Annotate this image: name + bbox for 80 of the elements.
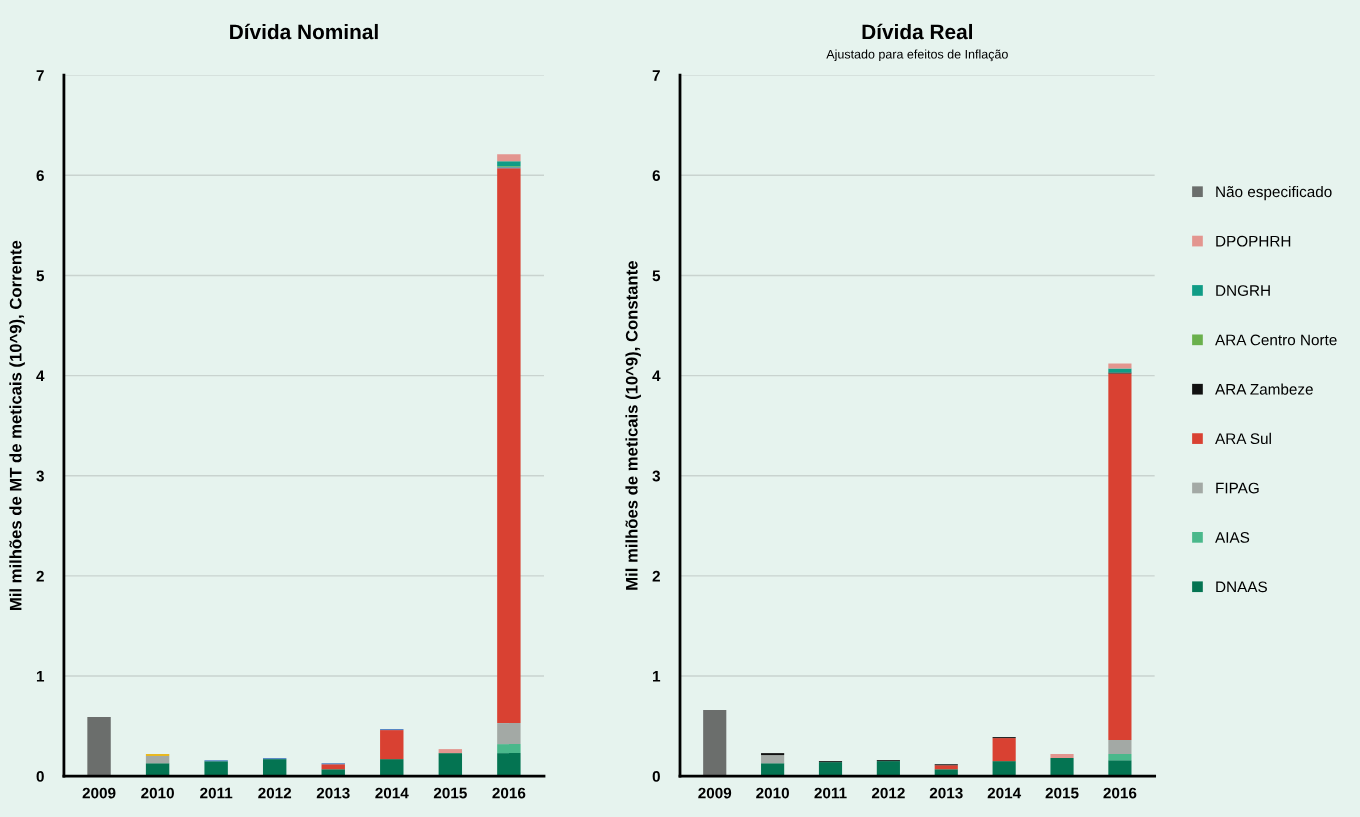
bar	[1108, 760, 1132, 777]
bar	[145, 756, 170, 764]
y-tick-label: 4	[36, 370, 45, 382]
bar	[438, 753, 463, 777]
x-tick-label: 2016	[1103, 787, 1137, 799]
y-tick-label: 5	[652, 270, 661, 282]
bar	[497, 744, 521, 754]
bar	[1050, 758, 1074, 777]
y-tick-label: 2	[652, 570, 660, 582]
bar	[1108, 373, 1132, 741]
legend-label: ARA Sul	[1215, 432, 1271, 445]
x-tick-label: 2013	[316, 787, 350, 799]
chart-subtitle: Ajustado para efeitos de Inflação	[826, 49, 1008, 62]
y-tick-label: 0	[652, 771, 660, 782]
legend-label: DPOPHRH	[1216, 235, 1291, 247]
bar	[818, 762, 843, 777]
x-tick-label: 2014	[375, 787, 409, 799]
y-tick-label: 0	[36, 771, 44, 782]
chart-title: Dívida Nominal	[230, 23, 378, 40]
y-tick-label: 1	[653, 671, 661, 682]
x-tick-label: 2009	[698, 787, 732, 799]
bar	[1108, 368, 1132, 373]
y-tick-label: 5	[36, 270, 45, 282]
legend-label: DNAAS	[1216, 581, 1267, 593]
legend-label: ARA Zambeze	[1215, 383, 1313, 395]
bar	[992, 738, 1016, 762]
bar	[761, 753, 785, 756]
x-tick-label: 2010	[756, 787, 789, 799]
bar	[1108, 363, 1132, 369]
bar	[761, 763, 785, 777]
y-tick-label: 1	[36, 671, 45, 682]
bar	[703, 710, 727, 777]
x-tick-label: 2015	[433, 787, 467, 799]
bar	[876, 761, 900, 777]
chart-title: Dívida Real	[862, 23, 973, 40]
bar	[497, 154, 521, 162]
bar	[204, 761, 228, 777]
x-tick-label: 2011	[200, 787, 233, 799]
bar	[497, 168, 521, 724]
y-tick-label: 6	[652, 170, 660, 181]
x-tick-label: 2011	[814, 787, 847, 799]
x-tick-label: 2012	[871, 787, 905, 799]
bar	[992, 761, 1016, 777]
bar	[1108, 754, 1132, 761]
x-tick-label: 2015	[1045, 787, 1079, 799]
bar	[497, 753, 521, 777]
bar	[145, 763, 170, 777]
bar	[87, 717, 111, 777]
x-tick-label: 2013	[929, 787, 963, 799]
x-tick-label: 2016	[492, 787, 526, 799]
y-tick-label: 7	[36, 70, 44, 81]
bar	[761, 755, 785, 764]
legend-label: Não especificado	[1216, 185, 1332, 201]
y-tick-label: 2	[36, 570, 44, 582]
legend-label: DNGRH	[1216, 285, 1270, 296]
y-tick-label: 3	[36, 470, 44, 482]
y-tick-label: 4	[652, 370, 661, 382]
legend-label: ARA Centro Norte	[1215, 334, 1337, 346]
x-tick-label: 2009	[82, 787, 116, 799]
bar	[262, 759, 287, 777]
y-axis-title: Mil milhões de MT de meticais (10^9), Corrente	[9, 240, 25, 610]
x-tick-label: 2010	[141, 787, 174, 799]
x-tick-label: 2014	[987, 787, 1022, 799]
legend-label: AIAS	[1215, 532, 1250, 543]
y-tick-label: 3	[652, 470, 660, 482]
bar	[380, 730, 404, 760]
bar	[934, 765, 958, 770]
bar	[380, 759, 404, 777]
legend-label: FIPAG	[1216, 482, 1259, 494]
bar	[1050, 754, 1074, 759]
y-tick-label: 6	[36, 170, 44, 181]
bar	[438, 749, 463, 754]
y-tick-label: 7	[652, 70, 660, 81]
y-axis-title: Mil milhões de meticais (10^9), Constante	[625, 261, 641, 590]
bar	[497, 723, 521, 745]
bar	[321, 764, 345, 770]
bar	[497, 161, 521, 167]
x-tick-label: 2012	[258, 787, 292, 799]
bar	[145, 754, 170, 757]
bar	[1108, 740, 1132, 755]
